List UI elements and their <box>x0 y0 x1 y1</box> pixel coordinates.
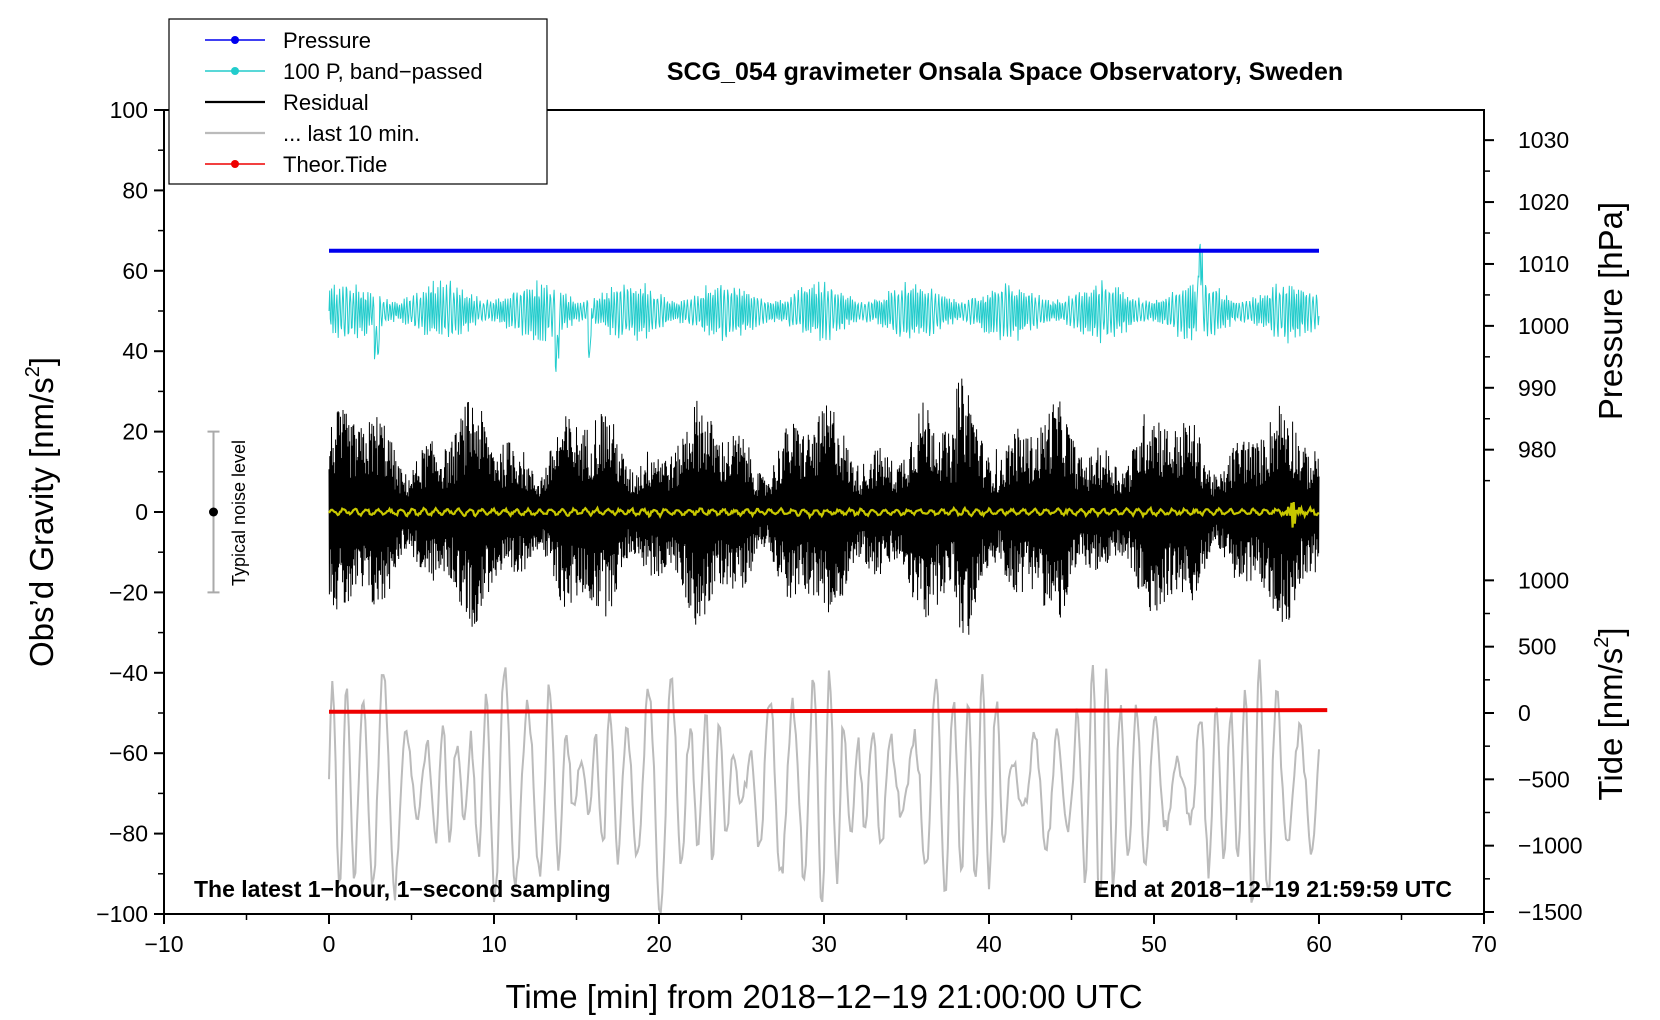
legend-marker <box>231 36 239 44</box>
y-axis-label-tide-sup: 2 <box>1591 637 1613 648</box>
y-tick-label: 40 <box>122 338 148 364</box>
annotation-left: The latest 1−hour, 1−second sampling <box>194 876 611 902</box>
series-residual <box>328 378 1320 635</box>
legend-label: 100 P, band−passed <box>283 59 483 84</box>
y-tick-label: 0 <box>135 499 148 525</box>
y-tick-label: −40 <box>109 660 148 686</box>
x-tick-label: 40 <box>976 931 1002 957</box>
x-tick-label: −10 <box>144 931 183 957</box>
y-axis-label-tide-end: ] <box>1592 627 1629 636</box>
x-tick-label: 30 <box>811 931 837 957</box>
series-bandpassed-pressure <box>328 243 1320 372</box>
pressure-tick-label: 1010 <box>1518 251 1569 277</box>
pressure-tick-label: 1000 <box>1518 313 1569 339</box>
legend-marker <box>231 160 239 168</box>
y-tick-label: −20 <box>109 579 148 605</box>
tide-tick-label: 1000 <box>1518 567 1569 593</box>
series-theor-tide <box>328 708 1328 714</box>
y-axis-label-left-text: Obs’d Gravity [nm/s <box>23 377 60 667</box>
tide-tick-label: −1000 <box>1518 833 1583 859</box>
x-tick-label: 0 <box>323 931 336 957</box>
legend-label: Theor.Tide <box>283 152 387 177</box>
y-tick-label: −80 <box>109 821 148 847</box>
y-axis-label-left-end: ] <box>23 357 60 366</box>
y-axis-label-tide: Tide [nm/s2] <box>1591 627 1629 800</box>
tide-tick-label: −1500 <box>1518 899 1583 925</box>
legend-label: ... last 10 min. <box>283 121 420 146</box>
x-tick-label: 10 <box>481 931 507 957</box>
y-tick-label: 60 <box>122 258 148 284</box>
series-last-10-min <box>328 659 1320 914</box>
y-axis-label-left-sup: 2 <box>22 366 44 377</box>
y-tick-label: −60 <box>109 740 148 766</box>
pressure-tick-label: 990 <box>1518 375 1556 401</box>
annotation-right: End at 2018−12−19 21:59:59 UTC <box>1094 876 1452 902</box>
y-tick-label: −100 <box>96 901 148 927</box>
tide-tick-label: 0 <box>1518 700 1531 726</box>
x-tick-label: 60 <box>1306 931 1332 957</box>
axes-layer: −10 0 10 20 30 40 50 60 70100806040200−20−40−60−… <box>96 97 1582 957</box>
y-axis-label-left: Obs’d Gravity [nm/s2] <box>22 357 60 667</box>
chart-title: SCG_054 gravimeter Onsala Space Observat… <box>667 58 1343 86</box>
noise-level-indicator: Typical noise level <box>207 430 249 594</box>
y-tick-label: 80 <box>122 177 148 203</box>
y-tick-label: 20 <box>122 419 148 445</box>
series-layer <box>328 243 1328 914</box>
x-tick-label: 20 <box>646 931 672 957</box>
noise-level-label: Typical noise level <box>229 440 249 586</box>
legend-label: Residual <box>283 90 369 115</box>
tide-tick-label: −500 <box>1518 766 1570 792</box>
tide-tick-label: 500 <box>1518 634 1556 660</box>
legend-label: Pressure <box>283 28 371 53</box>
x-axis-label: Time [min] from 2018−12−19 21:00:00 UTC <box>505 978 1142 1015</box>
legend: Pressure 100 P, band−passed Residual ... la… <box>168 18 548 185</box>
legend-marker <box>231 67 239 75</box>
y-tick-label: 100 <box>110 97 148 123</box>
pressure-tick-label: 1020 <box>1518 189 1569 215</box>
pressure-tick-label: 1030 <box>1518 127 1569 153</box>
pressure-tick-label: 980 <box>1518 437 1556 463</box>
series-residual-smoothed <box>328 501 1320 528</box>
y-axis-label-tide-text: Tide [nm/s <box>1592 648 1629 801</box>
x-tick-label: 70 <box>1471 931 1497 957</box>
noise-bar-center-dot <box>209 507 218 517</box>
x-tick-label: 50 <box>1141 931 1167 957</box>
y-axis-label-pressure: Pressure [hPa] <box>1592 202 1629 420</box>
